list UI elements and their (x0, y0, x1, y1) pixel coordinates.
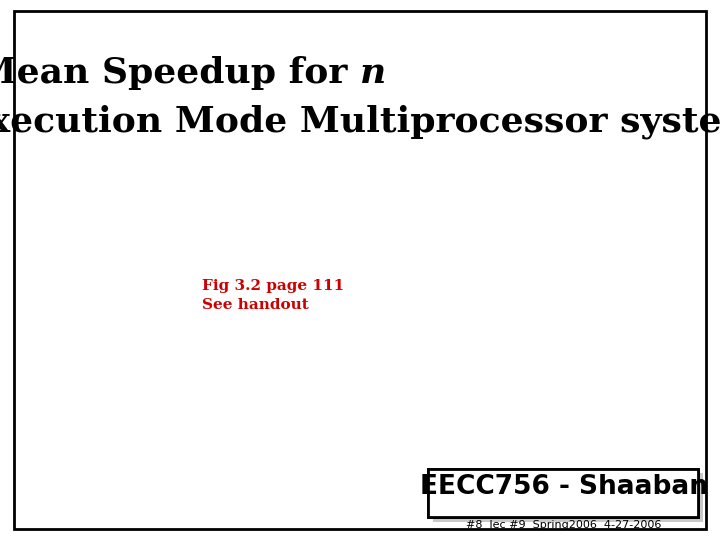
Text: Execution Mode Multiprocessor system: Execution Mode Multiprocessor system (0, 104, 720, 139)
Text: #8  lec #9  Spring2006  4-27-2006: #8 lec #9 Spring2006 4-27-2006 (466, 520, 662, 530)
Text: Fig 3.2 page 111: Fig 3.2 page 111 (202, 279, 344, 293)
Text: Harmonic Mean Speedup for: Harmonic Mean Speedup for (0, 56, 360, 90)
FancyBboxPatch shape (433, 473, 703, 522)
Text: n: n (360, 56, 386, 90)
FancyBboxPatch shape (428, 469, 698, 517)
Text: EECC756 - Shaaban: EECC756 - Shaaban (420, 474, 708, 500)
FancyBboxPatch shape (428, 469, 698, 517)
Text: See handout: See handout (202, 298, 308, 312)
